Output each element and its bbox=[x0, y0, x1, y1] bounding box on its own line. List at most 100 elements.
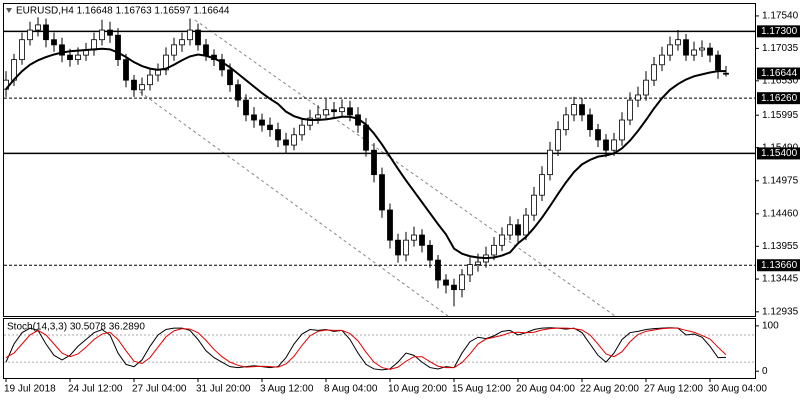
level-label-box bbox=[757, 259, 800, 272]
candle-body bbox=[299, 124, 305, 136]
candle-body bbox=[411, 234, 417, 241]
candle-body bbox=[75, 54, 81, 61]
candle-body bbox=[371, 149, 377, 176]
candle-body bbox=[315, 114, 321, 119]
x-tick-label: 24 Jul 12:00 bbox=[68, 384, 123, 395]
candle-body bbox=[203, 44, 209, 56]
candle-body bbox=[387, 209, 393, 241]
candle-body bbox=[267, 124, 273, 131]
indicator-title: Stoch(14,3,3) 30.5078 36.2890 bbox=[7, 322, 145, 333]
y-tick-label: 1.13955 bbox=[762, 241, 799, 252]
candle-body bbox=[499, 234, 505, 246]
candle-body bbox=[379, 174, 385, 211]
candle-body bbox=[683, 39, 689, 56]
candle-body bbox=[251, 114, 257, 121]
candle-body bbox=[283, 139, 289, 146]
candle-body bbox=[395, 239, 401, 256]
x-tick-label: 10 Aug 20:00 bbox=[388, 384, 447, 395]
candle-body bbox=[547, 149, 553, 176]
candle-body bbox=[443, 279, 449, 286]
candle-body bbox=[707, 47, 713, 56]
x-tick-label: 30 Aug 04:00 bbox=[708, 384, 767, 395]
plot-layer: 1.175401.170351.165301.159951.154901.149… bbox=[3, 11, 800, 395]
candle-body bbox=[435, 259, 441, 281]
candle-body bbox=[291, 134, 297, 146]
candle-body bbox=[99, 29, 105, 41]
candle-body bbox=[107, 29, 113, 36]
candle-body bbox=[515, 224, 521, 236]
candle-body bbox=[363, 124, 369, 151]
stochastic-line bbox=[5, 327, 727, 371]
candle-body bbox=[467, 264, 473, 276]
x-tick-label: 8 Aug 04:00 bbox=[324, 384, 378, 395]
candle-body bbox=[699, 47, 705, 51]
candle-body bbox=[571, 104, 577, 116]
candle-body bbox=[331, 109, 337, 113]
y-tick-label: 1.14460 bbox=[762, 208, 799, 219]
candle-body bbox=[139, 84, 145, 91]
chart-title: EURUSD,H4 1.16648 1.16763 1.16597 1.1664… bbox=[16, 6, 230, 17]
candle-body bbox=[19, 39, 25, 61]
candle-body bbox=[275, 129, 281, 141]
candle-body bbox=[123, 59, 129, 81]
candle-body bbox=[179, 39, 185, 46]
collapse-icon bbox=[6, 8, 12, 13]
x-tick-label: 3 Aug 12:00 bbox=[260, 384, 314, 395]
candle-body bbox=[611, 139, 617, 151]
candle-body bbox=[579, 104, 585, 116]
candle-body bbox=[235, 84, 241, 101]
x-tick-label: 22 Aug 20:00 bbox=[580, 384, 639, 395]
candle-body bbox=[419, 234, 425, 246]
current-price-box bbox=[757, 67, 800, 80]
candle-body bbox=[643, 79, 649, 96]
candle-body bbox=[523, 214, 529, 236]
x-tick-label: 20 Aug 04:00 bbox=[516, 384, 575, 395]
candle-body bbox=[259, 119, 265, 126]
level-label: 1.17300 bbox=[761, 26, 798, 37]
candle-body bbox=[323, 109, 329, 116]
y-tick-label: 1.17035 bbox=[762, 43, 799, 54]
x-tick-label: 15 Aug 12:00 bbox=[452, 384, 511, 395]
candle-body bbox=[187, 29, 193, 41]
candle-body bbox=[227, 69, 233, 86]
candle-body bbox=[347, 107, 353, 116]
candle-body bbox=[723, 72, 729, 75]
candle-body bbox=[67, 54, 73, 61]
level-label: 1.15400 bbox=[761, 148, 798, 159]
candle-body bbox=[171, 44, 177, 56]
x-tick-label: 19 Jul 2018 bbox=[4, 384, 56, 395]
y-tick-label: 1.16530 bbox=[762, 75, 799, 86]
y-tick-label: 1.14975 bbox=[762, 175, 799, 186]
candle-body bbox=[59, 44, 65, 56]
candle-body bbox=[27, 29, 33, 41]
candle-body bbox=[51, 39, 57, 46]
candle-body bbox=[531, 194, 537, 216]
candle-body bbox=[307, 117, 313, 126]
price-panel-frame bbox=[3, 3, 756, 317]
candle-body bbox=[667, 44, 673, 56]
candle-body bbox=[651, 64, 657, 81]
x-tick-label: 31 Jul 20:00 bbox=[196, 384, 251, 395]
candle-body bbox=[195, 29, 201, 46]
candle-body bbox=[659, 54, 665, 66]
candle-body bbox=[603, 139, 609, 151]
y-tick-label: 1.13445 bbox=[762, 274, 799, 285]
candle-body bbox=[715, 54, 721, 71]
stochastic-line bbox=[5, 327, 727, 370]
level-label-box bbox=[757, 25, 800, 38]
y-tick-label: 100 bbox=[762, 321, 779, 332]
y-tick-label: 0 bbox=[762, 366, 768, 377]
candle-body bbox=[43, 24, 49, 41]
x-tick-label: 27 Aug 12:00 bbox=[644, 384, 703, 395]
candle-body bbox=[475, 261, 481, 265]
level-label-box bbox=[757, 147, 800, 160]
candle-body bbox=[507, 224, 513, 236]
y-tick-label: 1.17540 bbox=[762, 11, 799, 22]
candle-body bbox=[403, 239, 409, 256]
candle-body bbox=[131, 79, 137, 91]
candle-body bbox=[243, 99, 249, 116]
stochastic-panel-frame bbox=[3, 318, 756, 379]
candle-body bbox=[115, 34, 121, 61]
